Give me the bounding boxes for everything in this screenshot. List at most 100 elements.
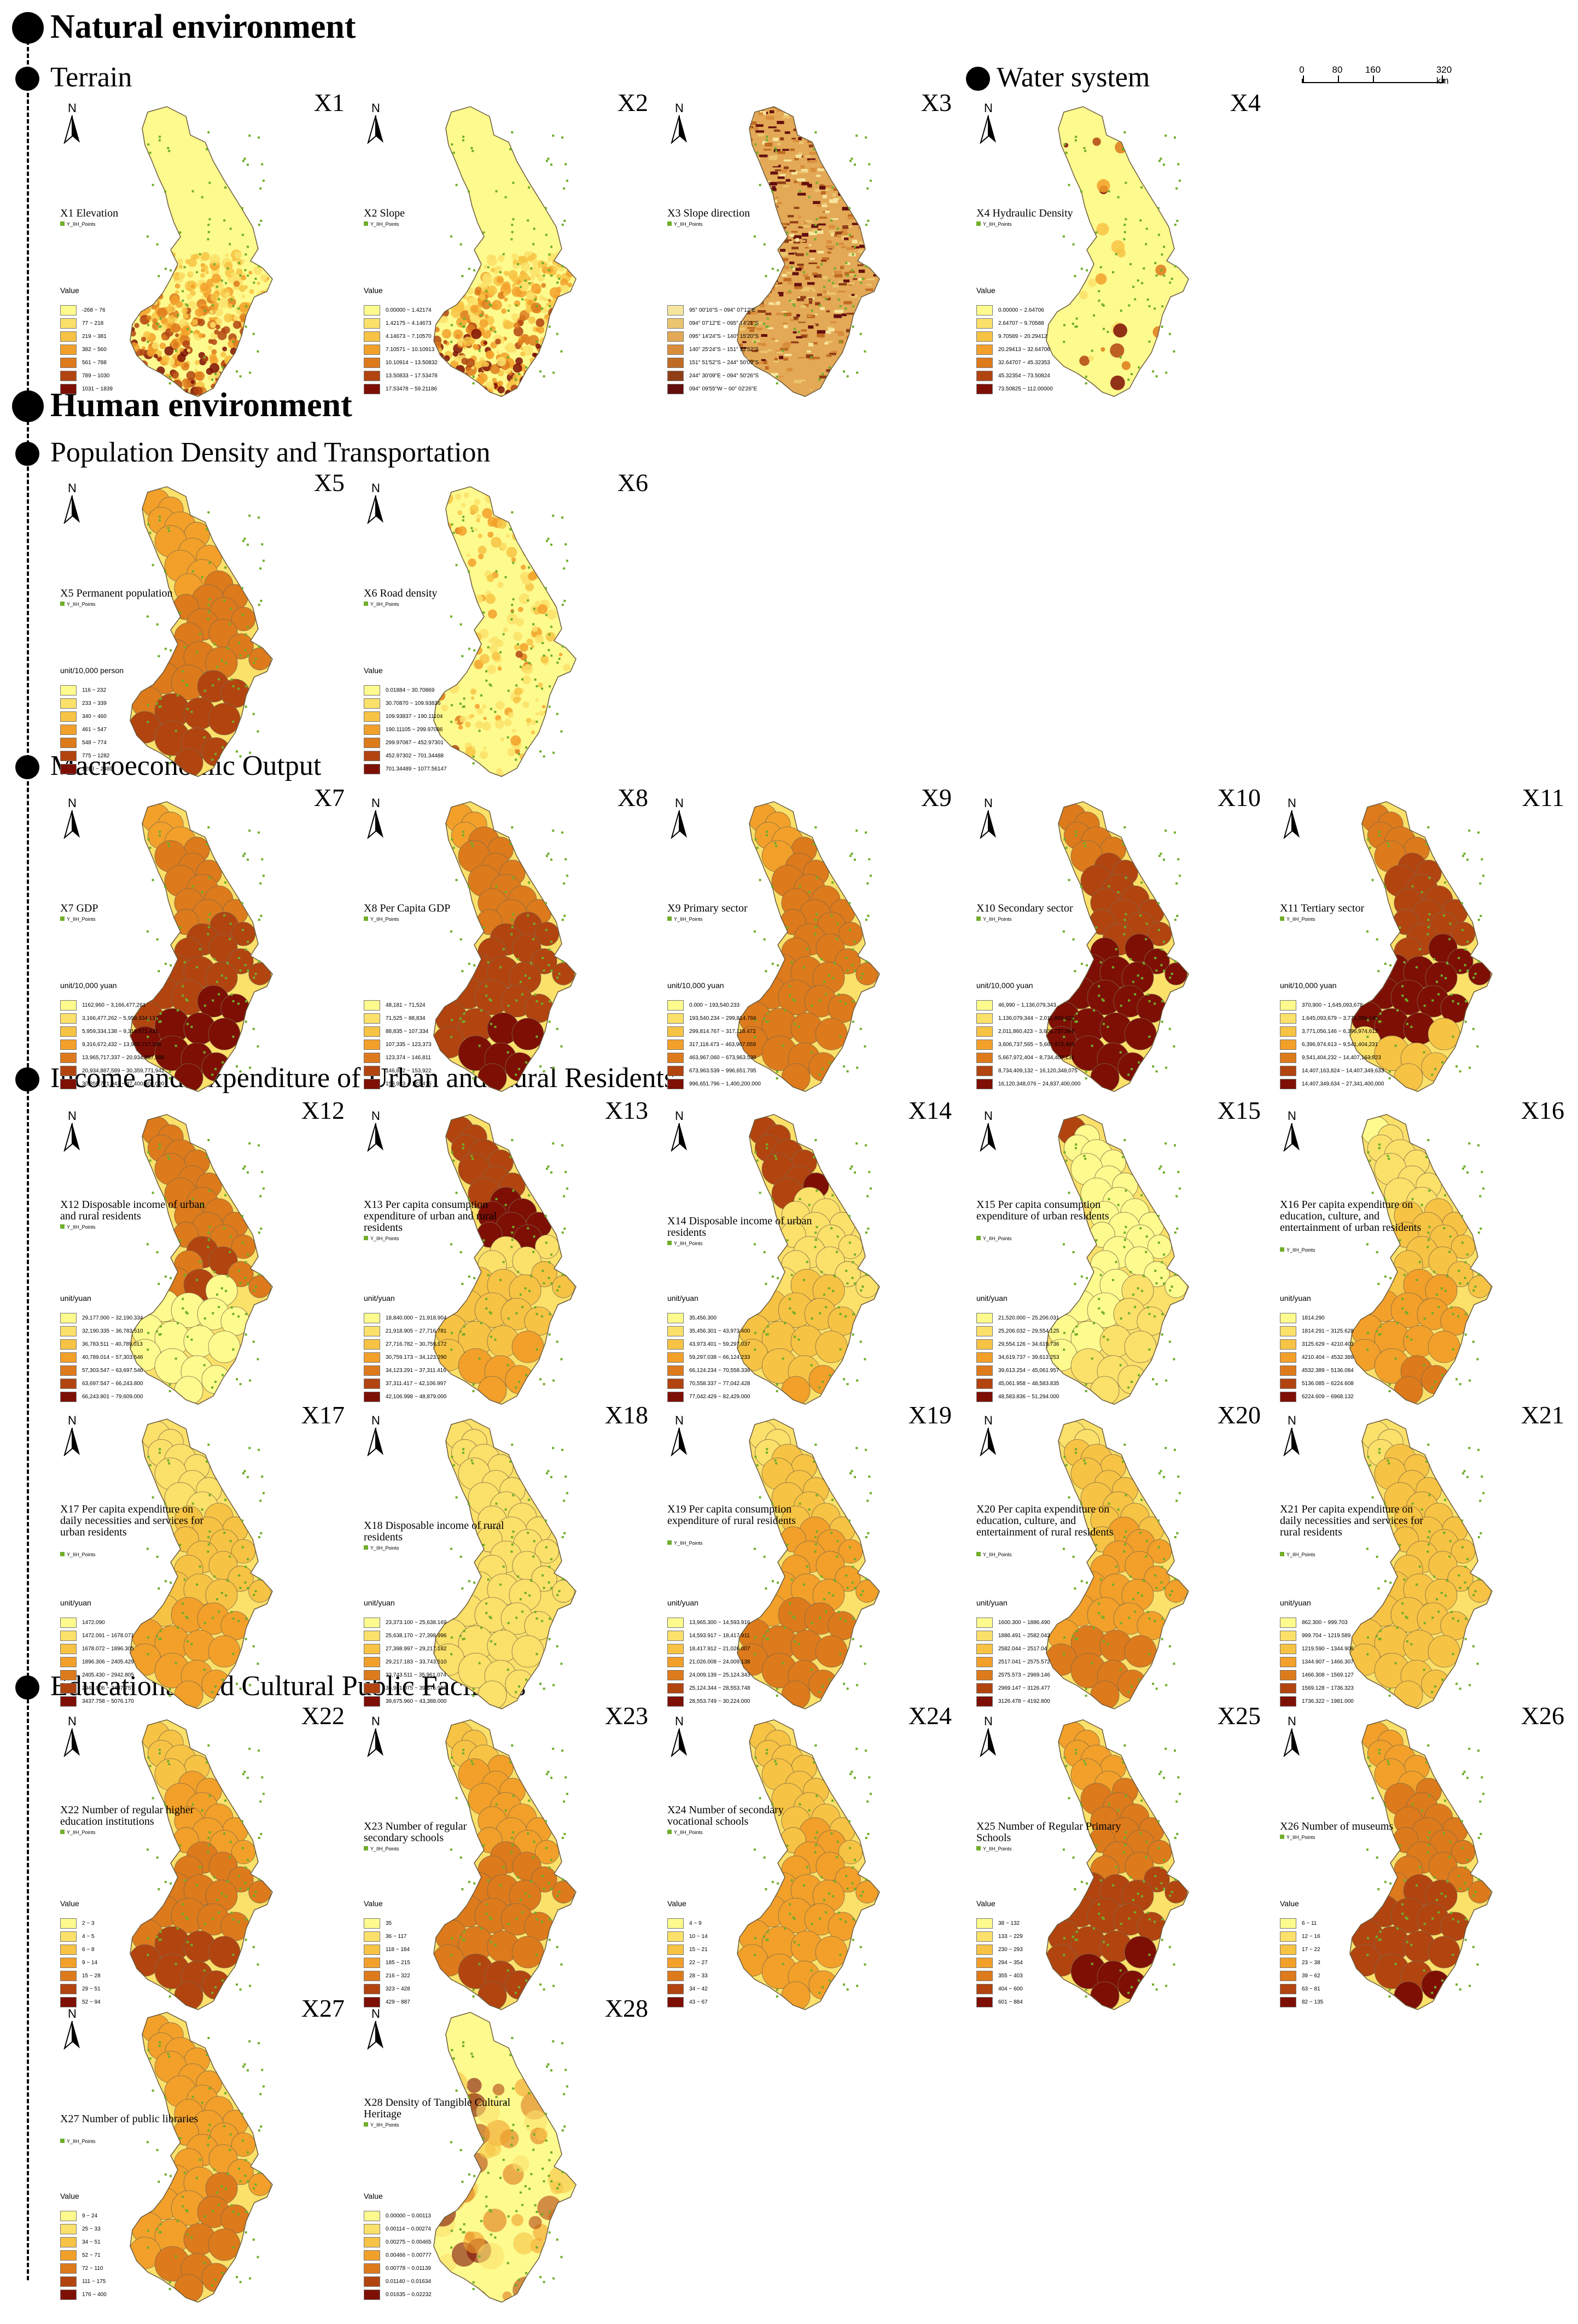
map-raster-cell xyxy=(763,189,771,191)
map-raster-blob xyxy=(237,400,244,407)
legend-class-label: 701.34489 ~ 1077.56147 xyxy=(386,766,447,772)
map-raster-cell xyxy=(877,404,883,408)
sample-point xyxy=(511,611,514,613)
map-raster-cell xyxy=(739,161,747,162)
sample-point xyxy=(1155,275,1157,277)
sample-point xyxy=(487,1579,490,1581)
legend-row: 35,456.300 xyxy=(667,1311,799,1324)
bullet-edu xyxy=(15,1675,39,1700)
map-raster-blob xyxy=(563,535,572,544)
sample-point xyxy=(230,1540,232,1542)
legend-swatch xyxy=(364,1365,380,1376)
map-raster-cell xyxy=(869,345,874,348)
map-raster-cell xyxy=(789,253,795,254)
map-raster-blob xyxy=(480,654,490,664)
map-title: X13 Per capita consumption expenditure o… xyxy=(364,1199,511,1234)
sample-point xyxy=(1174,136,1176,138)
sample-point xyxy=(813,1156,815,1158)
sample-point xyxy=(259,188,261,190)
sample-point xyxy=(803,966,805,968)
map-raster-cell xyxy=(770,172,778,175)
map-raster-cell xyxy=(778,104,785,108)
sample-point xyxy=(212,1000,214,1002)
sample-point xyxy=(1098,1307,1100,1310)
sample-point xyxy=(224,186,226,189)
legend-unit: unit/10,000 yuan xyxy=(60,981,117,990)
sample-point xyxy=(852,1000,854,1002)
map-raster-cell xyxy=(871,124,877,126)
sample-point xyxy=(224,1499,226,1501)
map-raster-cell xyxy=(734,248,741,250)
sample-point xyxy=(860,1289,862,1292)
sample-point xyxy=(1165,372,1167,374)
sample-point xyxy=(247,164,249,166)
map-raster-cell xyxy=(796,253,804,256)
map-raster-blob xyxy=(508,712,514,718)
sample-point xyxy=(207,238,209,240)
map-raster-cell xyxy=(791,138,796,139)
sample-point xyxy=(204,1622,206,1624)
sample-point xyxy=(831,186,834,189)
map-raster-cell xyxy=(879,157,885,159)
map-raster-blob xyxy=(519,272,529,283)
north-arrow-icon: N xyxy=(976,796,1000,840)
sample-point xyxy=(549,1638,551,1640)
map-raster-blob xyxy=(442,268,449,275)
sample-point xyxy=(239,1587,241,1589)
sample-point xyxy=(192,885,194,887)
sample-point xyxy=(789,985,791,988)
sample-point xyxy=(468,963,470,965)
map-raster-blob xyxy=(546,725,554,733)
sample-point xyxy=(1145,1251,1147,1253)
map-raster-cell xyxy=(848,351,854,354)
map-raster-cell xyxy=(866,249,870,252)
map-raster-cell xyxy=(779,126,784,127)
sample-point xyxy=(487,961,490,964)
sample-point xyxy=(1073,938,1075,941)
north-label: N xyxy=(976,101,1000,115)
sample-point xyxy=(534,1611,537,1613)
points-legend: Y_IIH_Points xyxy=(667,1241,703,1246)
sample-point xyxy=(1063,235,1065,237)
legend-class-label: 66,124.234 ~ 70,558.336 xyxy=(689,1368,750,1374)
map-raster-blob xyxy=(538,374,548,384)
map-raster-cell xyxy=(816,138,823,140)
sample-point xyxy=(170,964,172,966)
sample-point xyxy=(1158,929,1160,931)
sample-point xyxy=(515,305,517,307)
north-arrow-icon: N xyxy=(364,1109,388,1153)
sample-point xyxy=(1476,1358,1478,1360)
sample-point xyxy=(244,633,247,635)
map-raster-blob xyxy=(1088,278,1096,287)
map-raster-blob xyxy=(541,762,546,767)
sample-point xyxy=(865,1536,867,1538)
legend-swatch xyxy=(364,698,380,709)
sample-point xyxy=(561,1449,563,1451)
legend-row: 48,583.836 ~ 51,294.000 xyxy=(976,1390,1108,1403)
sample-point xyxy=(1389,964,1391,966)
sample-point xyxy=(222,366,224,369)
legend-class-label: 37,311.417 ~ 42,106.997 xyxy=(386,1381,446,1387)
sample-point xyxy=(870,875,872,877)
map-raster-cell xyxy=(865,353,869,355)
sample-point xyxy=(508,690,510,692)
map-raster-blob xyxy=(563,313,568,318)
map-raster-cell xyxy=(820,307,825,311)
map-raster-blob xyxy=(215,404,219,408)
sample-point xyxy=(777,964,779,966)
map-raster-cell xyxy=(876,256,882,259)
legend-class-label: 5,667,972,404 ~ 8,734,409,131 xyxy=(998,1055,1074,1061)
map-raster-blob xyxy=(436,514,444,522)
legend-swatch xyxy=(976,344,993,355)
map-raster-blob xyxy=(160,282,167,289)
sample-point xyxy=(159,139,161,142)
sample-point xyxy=(868,858,870,860)
sample-point xyxy=(865,960,867,962)
legend-row: 123,374 ~ 146,811 xyxy=(364,1051,495,1064)
map-raster-cell xyxy=(759,267,765,268)
sample-point xyxy=(1161,948,1163,950)
sample-point xyxy=(512,218,514,220)
map-raster-cell xyxy=(784,160,791,162)
